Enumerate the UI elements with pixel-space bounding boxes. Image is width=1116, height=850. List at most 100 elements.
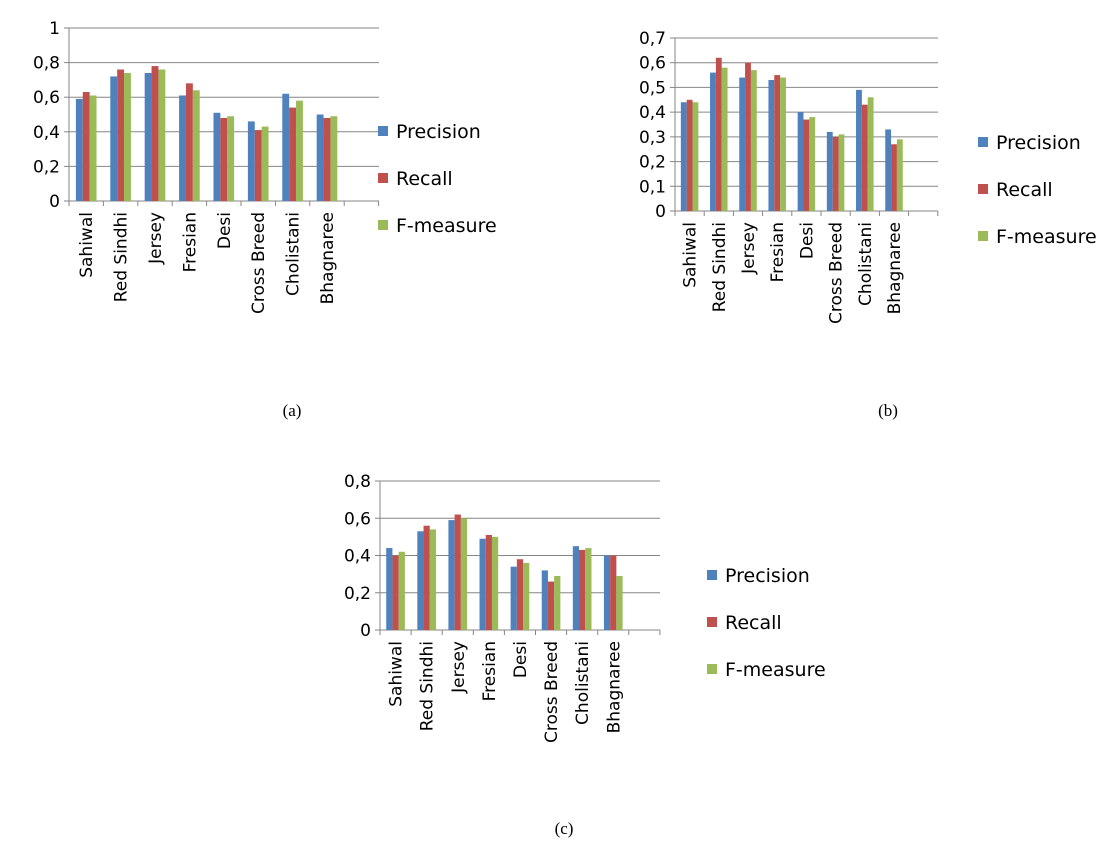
y-tick-label: 0,1 (639, 177, 666, 197)
y-tick-label: 0 (49, 192, 60, 212)
x-tick-label: Desi (797, 222, 817, 259)
y-tick-label: 0,2 (639, 153, 666, 173)
x-tick-label: Cross Breed (827, 222, 847, 324)
bar-recall (254, 130, 262, 201)
x-tick-label: Fresian (180, 212, 200, 272)
bar-recall (454, 514, 461, 630)
bar-precision (386, 548, 393, 630)
bar-recall (861, 104, 868, 211)
x-tick-label: Cross Breed (542, 641, 562, 743)
x-tick-label: Bhagnaree (885, 222, 905, 314)
bar-fmeasure (838, 134, 845, 211)
bar-precision (826, 131, 833, 211)
bar-precision (75, 98, 83, 201)
x-tick-label: Bhagnaree (318, 212, 338, 304)
x-tick-label: Sahiwal (387, 641, 407, 707)
bar-precision (768, 80, 775, 211)
bar-precision (885, 129, 892, 211)
bar-precision (710, 72, 716, 211)
bar-recall (516, 559, 524, 630)
y-tick-label: 0,3 (639, 128, 666, 148)
bar-fmeasure (692, 102, 699, 211)
caption-a: (a) (283, 401, 302, 420)
bar-fmeasure (523, 562, 530, 630)
bar-recall (803, 119, 810, 211)
x-tick-label: Fresian (480, 641, 500, 701)
bar-recall (715, 57, 722, 212)
x-tick-label: Red Sindhi (418, 641, 438, 731)
x-tick-label: Jersey (146, 212, 166, 265)
bar-precision (603, 555, 611, 630)
bar-recall (185, 83, 193, 201)
y-tick-label: 1 (49, 19, 60, 39)
bar-fmeasure (261, 126, 269, 201)
chart-b: 0 0,1 0,2 0,3 0,4 0,5 0,6 0,7 Sahiwal Red Sindhi J… (639, 29, 1097, 324)
x-tick-label: Jersey (739, 222, 759, 275)
bar-fmeasure (192, 90, 200, 201)
x-tick-label: Cholistani (856, 222, 876, 306)
bar-fmeasure (554, 575, 561, 630)
y-tick-label: 0,4 (33, 123, 60, 143)
bar-fmeasure (585, 548, 592, 630)
legend-label-precision: Precision (725, 565, 810, 587)
bar-precision (541, 570, 548, 630)
y-tick-label: 0,4 (639, 103, 666, 123)
caption-c: (c) (555, 819, 574, 838)
x-tick-label: Sahiwal (77, 212, 97, 278)
chart-a: 0 0,2 0,4 0,6 0,8 1 Sahiwal Red Sindhi Jersey Fre… (33, 19, 497, 314)
legend-swatch-fmeasure (378, 220, 388, 230)
bar-precision (856, 89, 862, 211)
legend-swatch-precision (707, 570, 717, 580)
bar-recall (686, 99, 693, 211)
legend-label-fmeasure: F-measure (996, 226, 1097, 248)
bar-fmeasure (296, 100, 303, 201)
bar-fmeasure (780, 77, 786, 212)
bar-fmeasure (616, 575, 623, 630)
legend-label-recall: Recall (396, 168, 453, 190)
x-tick-label: Bhagnaree (604, 641, 624, 733)
y-tick-label: 0,2 (33, 157, 60, 177)
y-tick-label: 0,7 (639, 29, 666, 49)
bar-recall (579, 549, 586, 630)
bar-fmeasure (398, 551, 405, 630)
bar-precision (572, 546, 580, 630)
legend-label-fmeasure: F-measure (725, 659, 826, 681)
bar-recall (392, 555, 399, 630)
y-tick-label: 0,2 (344, 584, 371, 604)
y-tick-label: 0 (655, 202, 666, 222)
legend-swatch-precision (978, 137, 988, 147)
bar-recall (151, 66, 159, 201)
bar-fmeasure (809, 117, 816, 211)
bar-fmeasure (330, 116, 338, 201)
bar-precision (247, 121, 255, 201)
bar-fmeasure (867, 97, 874, 211)
bar-precision (479, 538, 486, 630)
y-tick-label: 0,4 (344, 547, 371, 567)
x-tick-label: Desi (215, 212, 235, 249)
bar-precision (510, 566, 517, 630)
legend-label-recall: Recall (996, 179, 1053, 201)
legend-swatch-recall (707, 617, 717, 627)
bar-recall (485, 535, 492, 630)
bar-recall (323, 117, 331, 201)
bar-fmeasure (491, 536, 499, 630)
bar-fmeasure (124, 72, 131, 201)
bar-fmeasure (429, 529, 436, 630)
x-tick-label: Red Sindhi (112, 212, 132, 302)
legend-swatch-precision (378, 126, 388, 136)
bar-fmeasure (158, 69, 166, 202)
legend-swatch-recall (978, 184, 988, 194)
bar-fmeasure (460, 518, 468, 630)
bar-recall (832, 136, 839, 211)
legend-swatch-fmeasure (978, 231, 988, 241)
legend-label-fmeasure: F-measure (396, 215, 497, 237)
bar-precision (144, 72, 152, 201)
bar-recall (423, 525, 430, 630)
bar-fmeasure (721, 67, 728, 212)
bar-precision (448, 520, 455, 630)
bar-recall (610, 555, 617, 630)
bar-precision (179, 95, 186, 201)
x-tick-label: Cholistani (284, 212, 304, 296)
legend-label-recall: Recall (725, 612, 782, 634)
